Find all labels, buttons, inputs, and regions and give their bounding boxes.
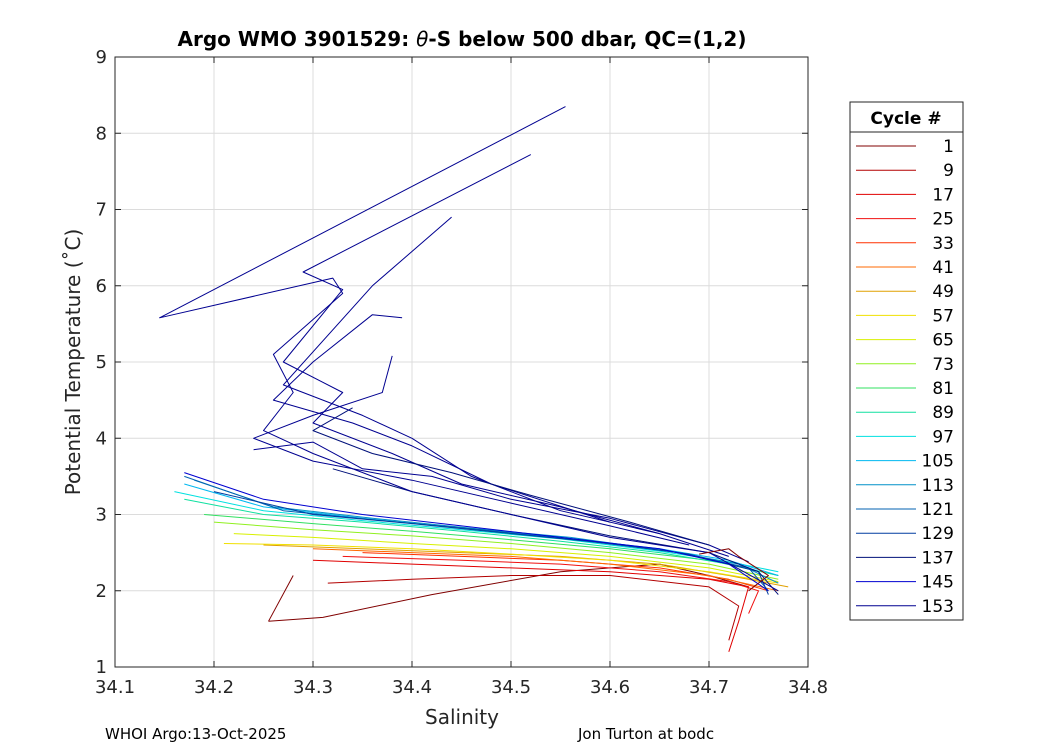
profile-line-cycle-145 — [184, 472, 769, 592]
legend-label-97: 97 — [932, 427, 954, 447]
footer-left-credit: WHOI Argo:13-Oct-2025 — [105, 725, 287, 743]
legend-label-113: 113 — [922, 476, 954, 496]
y-tick-label: 4 — [96, 428, 107, 449]
legend-label-73: 73 — [932, 355, 954, 375]
x-tick-label: 34.1 — [95, 677, 135, 698]
axis-ticks: 34.1 34.2 34.3 34.4 34.5 34.6 34.7 34.8 1 2 3 4 5 6 7 8… — [95, 47, 828, 698]
legend-label-153: 153 — [922, 597, 954, 617]
profile-line-cycle-81 — [204, 514, 779, 576]
profile-line-cycle-89 — [184, 498, 779, 576]
legend: Cycle # 1 9 17 25 33 41 49 57 65 73 81 89 97 105 113 12… — [849, 101, 964, 621]
legend-label-49: 49 — [932, 282, 954, 302]
profile-line-cycle-1 — [268, 575, 294, 622]
x-tick-label: 34.3 — [293, 677, 333, 698]
y-tick-label: 8 — [96, 123, 107, 144]
profile-line-cycle-65 — [233, 533, 779, 583]
profile-lines — [159, 106, 789, 652]
y-tick-label: 3 — [96, 505, 107, 526]
legend-label-89: 89 — [932, 403, 954, 423]
profile-line-cycle-153 — [282, 154, 729, 557]
profile-line-cycle-73 — [213, 521, 779, 580]
legend-label-57: 57 — [932, 306, 954, 326]
profile-line-cycle-153 — [253, 355, 690, 546]
legend-label-25: 25 — [932, 210, 954, 230]
x-tick-label: 34.4 — [392, 677, 432, 698]
profile-line-cycle-25 — [342, 555, 759, 614]
chart-title: Argo WMO 3901529: θ-S below 500 dbar, QC… — [178, 27, 747, 51]
profile-line-cycle-153 — [282, 216, 660, 535]
legend-label-9: 9 — [943, 161, 954, 181]
y-tick-label: 2 — [96, 581, 107, 602]
y-axis-label: Potential Temperature (˚C) — [61, 229, 85, 496]
y-tick-label: 1 — [96, 657, 107, 678]
x-tick-label: 34.6 — [590, 677, 630, 698]
x-tick-label: 34.7 — [689, 677, 729, 698]
legend-label-129: 129 — [922, 524, 954, 544]
legend-entries: 1 9 17 25 33 41 49 57 65 73 81 89 97 105 113 121 129 137 1… — [856, 137, 954, 617]
profile-line-cycle-9 — [327, 575, 740, 641]
legend-label-1: 1 — [943, 137, 954, 157]
y-tick-label: 9 — [96, 47, 107, 68]
legend-label-105: 105 — [922, 452, 954, 472]
legend-label-41: 41 — [932, 258, 954, 278]
footer-right-credit: Jon Turton at bodc — [578, 725, 715, 743]
profile-line-cycle-137 — [312, 407, 710, 546]
legend-label-137: 137 — [922, 548, 954, 568]
legend-label-17: 17 — [932, 185, 954, 205]
legend-label-145: 145 — [922, 573, 954, 593]
legend-label-65: 65 — [932, 331, 954, 351]
x-axis-label: Salinity — [425, 705, 499, 729]
legend-label-121: 121 — [922, 500, 954, 520]
x-tick-label: 34.5 — [491, 677, 531, 698]
y-tick-label: 6 — [96, 276, 107, 297]
profile-line-cycle-153 — [159, 106, 779, 592]
legend-label-33: 33 — [932, 234, 954, 254]
profile-line-cycle-153 — [272, 314, 611, 523]
profile-line-cycle-57 — [223, 543, 779, 584]
profile-line-cycle-17 — [312, 559, 750, 652]
profile-line-cycle-41 — [312, 548, 779, 592]
profile-line-cycle-1 — [699, 548, 769, 592]
profile-line-cycle-49 — [263, 544, 789, 588]
y-tick-label: 5 — [96, 352, 107, 373]
x-tick-label: 34.2 — [194, 677, 234, 698]
x-tick-label: 34.8 — [788, 677, 828, 698]
y-tick-label: 7 — [96, 200, 107, 221]
legend-label-81: 81 — [932, 379, 954, 399]
legend-title: Cycle # — [870, 109, 941, 129]
profile-line-cycle-129 — [213, 491, 769, 595]
